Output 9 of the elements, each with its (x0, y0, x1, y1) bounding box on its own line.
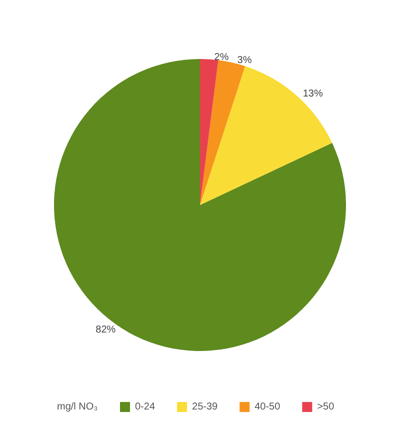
legend-label: 0-24 (135, 402, 156, 412)
data-label: 82% (96, 324, 116, 336)
data-label: 2% (214, 52, 229, 63)
data-label: 3% (237, 55, 252, 66)
legend-label: >50 (317, 402, 335, 412)
legend-label: 40-50 (254, 402, 281, 412)
data-label: 13% (302, 88, 323, 100)
legend-title: mg/l NO₃ (57, 402, 98, 412)
legend-label: 25-39 (192, 402, 218, 412)
